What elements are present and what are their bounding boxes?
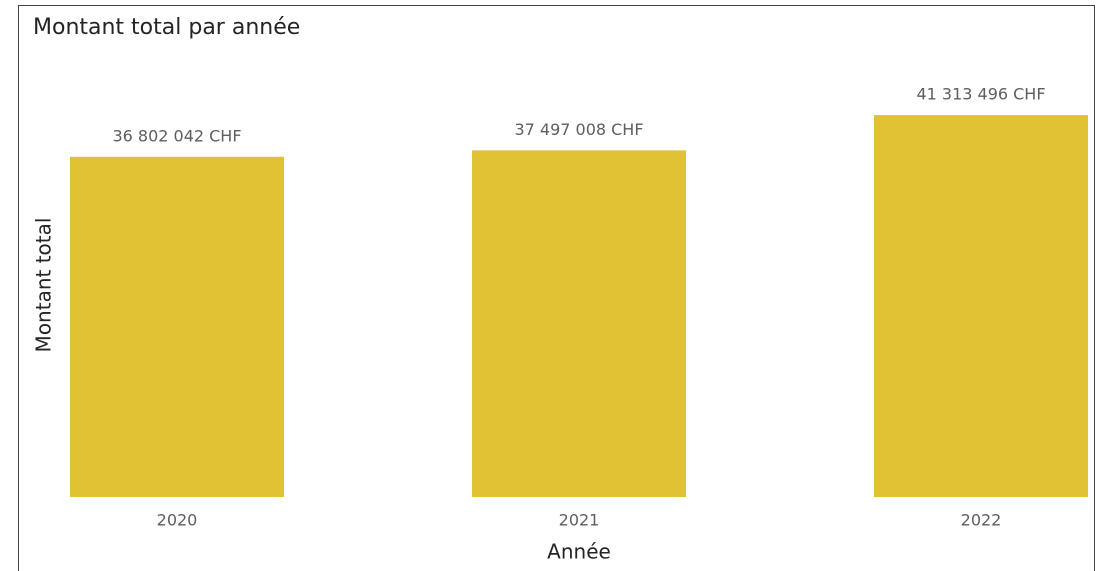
data-label: 36 802 042 CHF	[112, 126, 241, 145]
x-tick-label: 2021	[559, 511, 600, 530]
bar	[70, 156, 284, 497]
bar	[472, 150, 686, 497]
x-axis-title: Année	[547, 540, 611, 564]
y-axis-title: Montant total	[32, 218, 56, 353]
x-tick-label: 2020	[157, 511, 198, 530]
bar	[874, 115, 1088, 497]
chart-title: Montant total par année	[33, 15, 300, 40]
data-label: 41 313 496 CHF	[916, 85, 1045, 104]
x-tick-label: 2022	[961, 511, 1002, 530]
data-label: 37 497 008 CHF	[514, 120, 643, 139]
